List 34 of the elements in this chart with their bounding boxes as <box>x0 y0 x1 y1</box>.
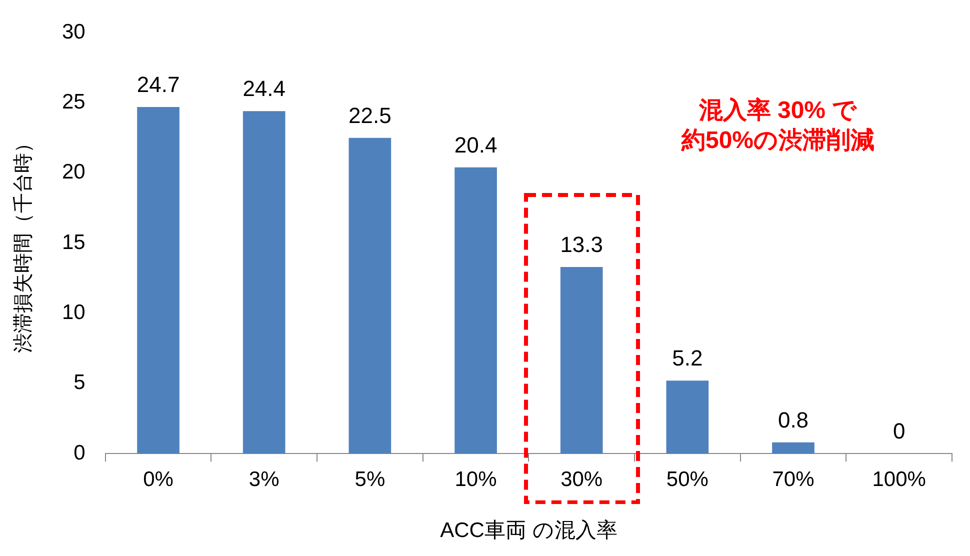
y-tick-label: 0 <box>74 441 86 464</box>
bar <box>666 380 709 454</box>
x-tick-label: 70% <box>772 468 814 491</box>
x-tick-label: 100% <box>872 468 926 491</box>
y-tick-label: 30 <box>62 20 86 44</box>
data-label: 24.4 <box>242 76 286 102</box>
bar <box>242 111 286 454</box>
x-tick-label: 30% <box>560 468 603 491</box>
data-label: 5.2 <box>672 346 703 371</box>
x-tick-label: 0% <box>143 468 174 491</box>
bar <box>560 266 603 454</box>
y-tick-label: 15 <box>62 230 86 254</box>
bar <box>348 138 392 454</box>
y-tick-label: 20 <box>62 160 86 184</box>
data-label: 24.7 <box>136 72 180 98</box>
y-axis-title: 渋滞損失時間（千台時） <box>12 133 35 354</box>
annotation: 約50%の渋滞削減 <box>680 126 876 156</box>
y-tick-label: 5 <box>74 371 86 394</box>
bar <box>454 167 497 454</box>
x-tick-label: 10% <box>454 468 497 491</box>
x-axis-title: ACC車両 の混入率 <box>440 519 618 542</box>
data-label: 0 <box>892 418 906 444</box>
y-tick-label: 25 <box>62 90 86 114</box>
x-tick-label: 3% <box>248 468 280 491</box>
data-label: 20.4 <box>454 132 498 158</box>
annotation: 混入率 30% で <box>698 96 858 126</box>
y-tick-label: 10 <box>62 301 86 324</box>
data-label: 0.8 <box>778 407 809 432</box>
data-label: 13.3 <box>560 232 604 258</box>
data-label: 22.5 <box>348 102 392 128</box>
bar <box>137 106 180 454</box>
x-tick-label: 50% <box>666 468 708 491</box>
x-tick-label: 5% <box>354 468 386 491</box>
bar <box>772 442 814 454</box>
